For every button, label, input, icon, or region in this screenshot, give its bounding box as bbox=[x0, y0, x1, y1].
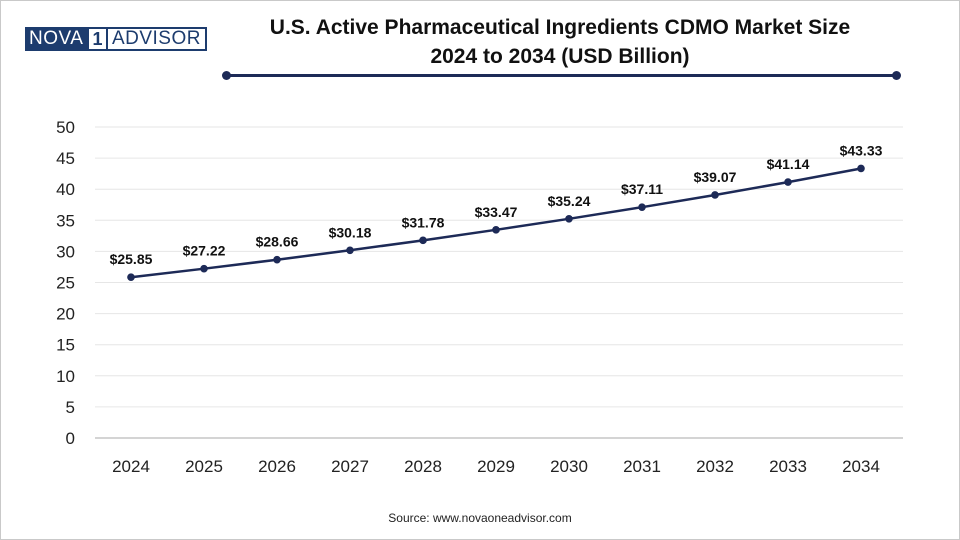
data-point bbox=[565, 215, 573, 223]
y-tick-label: 0 bbox=[66, 429, 75, 448]
data-point bbox=[492, 226, 500, 234]
data-label: $30.18 bbox=[329, 224, 372, 240]
data-point bbox=[638, 203, 646, 211]
y-tick-label: 15 bbox=[56, 336, 75, 355]
y-tick-label: 20 bbox=[56, 305, 75, 324]
title-underline-left-dot bbox=[222, 71, 231, 80]
data-point bbox=[711, 191, 719, 199]
x-tick-label: 2030 bbox=[550, 457, 588, 476]
y-tick-label: 10 bbox=[56, 367, 75, 386]
logo-text-advisor: ADVISOR bbox=[107, 27, 207, 51]
data-label: $43.33 bbox=[840, 142, 883, 158]
y-tick-label: 5 bbox=[66, 398, 75, 417]
data-label: $41.14 bbox=[767, 156, 810, 172]
y-tick-label: 45 bbox=[56, 149, 75, 168]
x-tick-label: 2024 bbox=[112, 457, 150, 476]
x-tick-label: 2028 bbox=[404, 457, 442, 476]
title-underline bbox=[227, 74, 897, 77]
data-label: $25.85 bbox=[110, 251, 153, 267]
brand-logo: NOVA 1 ADVISOR bbox=[25, 27, 207, 51]
data-label: $27.22 bbox=[183, 243, 226, 259]
y-tick-label: 35 bbox=[56, 211, 75, 230]
x-tick-label: 2031 bbox=[623, 457, 661, 476]
x-tick-label: 2025 bbox=[185, 457, 223, 476]
data-label: $37.11 bbox=[621, 181, 663, 197]
data-point bbox=[857, 164, 865, 173]
chart-title: U.S. Active Pharmaceutical Ingredients C… bbox=[200, 13, 920, 71]
x-tick-label: 2029 bbox=[477, 457, 515, 476]
x-tick-label: 2033 bbox=[769, 457, 807, 476]
data-point bbox=[127, 273, 135, 282]
y-tick-label: 25 bbox=[56, 274, 75, 293]
data-label: $35.24 bbox=[548, 193, 591, 209]
x-tick-label: 2026 bbox=[258, 457, 296, 476]
data-label: $31.78 bbox=[402, 214, 445, 230]
y-tick-label: 50 bbox=[56, 118, 75, 137]
chart-title-line-2: 2024 to 2034 (USD Billion) bbox=[430, 45, 690, 68]
x-tick-label: 2027 bbox=[331, 457, 369, 476]
data-point bbox=[200, 264, 208, 273]
logo-mark: 1 bbox=[87, 27, 108, 51]
chart-title-line-1: U.S. Active Pharmaceutical Ingredients C… bbox=[269, 16, 851, 39]
data-label: $28.66 bbox=[256, 234, 299, 250]
data-point bbox=[273, 255, 281, 264]
title-underline-right-dot bbox=[892, 71, 901, 80]
y-tick-label: 40 bbox=[56, 180, 75, 199]
source-note: Source: www.novaoneadvisor.com bbox=[388, 511, 572, 525]
data-label: $33.47 bbox=[475, 204, 518, 220]
x-tick-label: 2034 bbox=[842, 457, 880, 476]
logo-text-nova: NOVA bbox=[25, 27, 88, 51]
data-point bbox=[784, 178, 792, 186]
data-point bbox=[419, 236, 427, 245]
series-line bbox=[129, 167, 863, 279]
x-tick-label: 2032 bbox=[696, 457, 734, 476]
data-point bbox=[346, 246, 354, 255]
data-label: $39.07 bbox=[694, 169, 737, 185]
y-tick-label: 30 bbox=[56, 242, 75, 261]
